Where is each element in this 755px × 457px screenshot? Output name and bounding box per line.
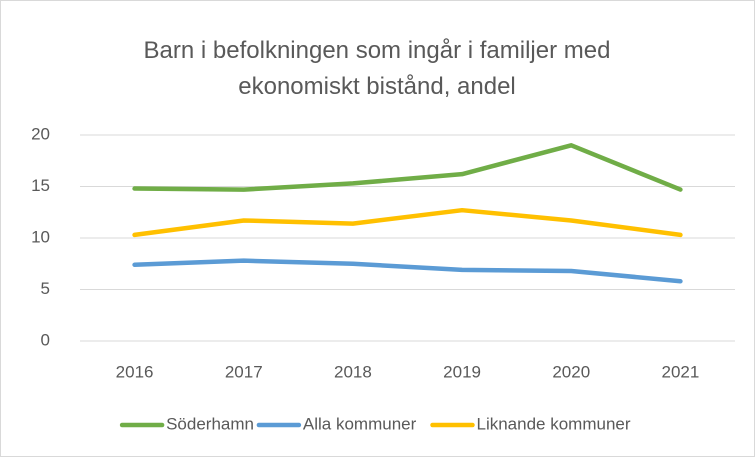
chart-title: Barn i befolkningen som ingår i familjer… (143, 37, 611, 100)
x-tick-label: 2021 (662, 362, 700, 381)
legend-label: Liknande kommuner (477, 414, 631, 433)
x-tick-label: 2016 (116, 362, 154, 381)
y-tick-label: 0 (41, 330, 50, 349)
x-tick-label: 2019 (443, 362, 481, 381)
y-tick-label: 15 (31, 176, 50, 195)
y-tick-label: 5 (41, 279, 50, 298)
legend-label: Söderhamn (166, 414, 254, 433)
line-series (132, 143, 683, 192)
legend-label: Alla kommuner (303, 414, 417, 433)
y-tick-label: 20 (31, 124, 50, 143)
x-tick-label: 2017 (225, 362, 263, 381)
x-tick-label: 2020 (552, 362, 590, 381)
line-series (132, 258, 683, 284)
y-tick-label: 10 (31, 227, 50, 246)
line-series (132, 207, 683, 238)
x-tick-label: 2018 (334, 362, 372, 381)
